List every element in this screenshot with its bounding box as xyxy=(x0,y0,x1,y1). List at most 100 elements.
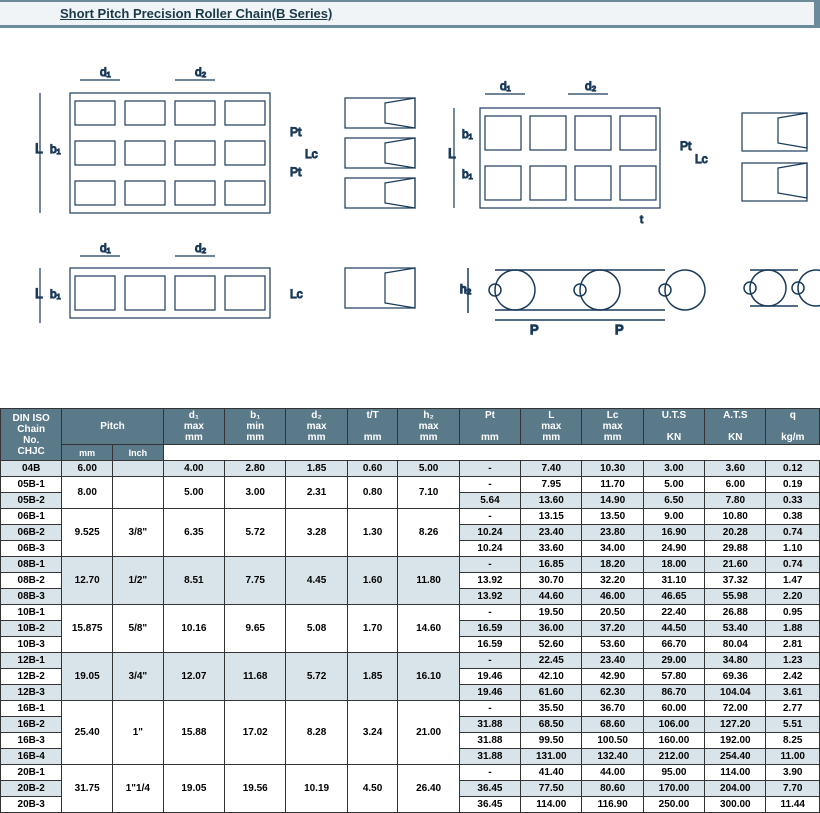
cell-Lc: 11.70 xyxy=(582,477,643,493)
th-pitch: Pitch xyxy=(62,409,163,445)
cell-q: 1.88 xyxy=(766,621,820,637)
cell-UTS: 31.10 xyxy=(643,573,704,589)
cell-chain: 10B-3 xyxy=(1,637,62,653)
cell-chain: 16B-3 xyxy=(1,733,62,749)
th-q: qkg/m xyxy=(766,409,820,445)
table-row: 10B-115.8755/8"10.169.655.081.7014.60-19… xyxy=(1,605,820,621)
svg-text:d₂: d₂ xyxy=(195,241,207,255)
cell-Pt: 16.59 xyxy=(459,621,520,637)
cell-d1: 6.35 xyxy=(163,509,224,557)
cell-L: 68.50 xyxy=(521,717,582,733)
cell-d2: 2.31 xyxy=(286,477,347,509)
cell-b1: 7.75 xyxy=(225,557,286,605)
cell-Lc: 37.20 xyxy=(582,621,643,637)
svg-text:Pt: Pt xyxy=(290,125,302,139)
cell-L: 131.00 xyxy=(521,749,582,765)
cell-d1: 5.00 xyxy=(163,477,224,509)
cell-pitch-inch xyxy=(113,477,164,509)
cell-L: 13.15 xyxy=(521,509,582,525)
table-row: 05B-18.005.003.002.310.807.10-7.9511.705… xyxy=(1,477,820,493)
cell-pitch-inch: 3/8" xyxy=(113,509,164,557)
cell-UTS: 60.00 xyxy=(643,701,704,717)
cell-Pt: - xyxy=(459,653,520,669)
cell-ATS: 80.04 xyxy=(705,637,766,653)
cell-L: 42.10 xyxy=(521,669,582,685)
svg-text:L: L xyxy=(448,145,456,161)
cell-UTS: 57.80 xyxy=(643,669,704,685)
cell-chain: 05B-2 xyxy=(1,493,62,509)
svg-text:P: P xyxy=(530,322,539,337)
cell-Lc: 62.30 xyxy=(582,685,643,701)
cell-pitch-inch: 1" xyxy=(113,701,164,765)
cell-chain: 16B-4 xyxy=(1,749,62,765)
cell-Lc: 42.90 xyxy=(582,669,643,685)
cell-h2: 7.10 xyxy=(398,477,459,509)
cell-Lc: 116.90 xyxy=(582,797,643,813)
specifications-table: DIN ISO Chain No. CHJC Pitch d₁maxmm b₁m… xyxy=(0,408,820,813)
cell-chain: 12B-1 xyxy=(1,653,62,669)
cell-ATS: 10.80 xyxy=(705,509,766,525)
cell-chain: 06B-3 xyxy=(1,541,62,557)
cell-pitch-mm: 15.875 xyxy=(62,605,113,653)
cell-Lc: 23.80 xyxy=(582,525,643,541)
cell-ATS: 192.00 xyxy=(705,733,766,749)
svg-text:Lc: Lc xyxy=(290,287,303,301)
cell-d1: 4.00 xyxy=(163,461,224,477)
cell-b1: 5.72 xyxy=(225,509,286,557)
cell-tT: 1.70 xyxy=(347,605,398,653)
page-title: Short Pitch Precision Roller Chain(B Ser… xyxy=(0,0,820,28)
cell-Pt: 31.88 xyxy=(459,733,520,749)
cell-ATS: 104.04 xyxy=(705,685,766,701)
cell-Pt: 31.88 xyxy=(459,749,520,765)
cell-ATS: 6.00 xyxy=(705,477,766,493)
th-tT: t/Tmm xyxy=(347,409,398,445)
cell-L: 99.50 xyxy=(521,733,582,749)
th-d1: d₁maxmm xyxy=(163,409,224,445)
cell-Pt: 36.45 xyxy=(459,781,520,797)
cell-ATS: 20.28 xyxy=(705,525,766,541)
cell-d1: 8.51 xyxy=(163,557,224,605)
diagram-triple-side xyxy=(330,58,430,228)
cell-Lc: 13.50 xyxy=(582,509,643,525)
cell-tT: 0.60 xyxy=(347,461,398,477)
cell-ATS: 7.80 xyxy=(705,493,766,509)
cell-pitch-inch xyxy=(113,461,164,477)
cell-UTS: 5.00 xyxy=(643,477,704,493)
cell-d1: 19.05 xyxy=(163,765,224,813)
cell-L: 35.50 xyxy=(521,701,582,717)
svg-text:L: L xyxy=(35,285,43,301)
cell-UTS: 9.00 xyxy=(643,509,704,525)
table-row: 06B-19.5253/8"6.355.723.281.308.26-13.15… xyxy=(1,509,820,525)
cell-q: 2.77 xyxy=(766,701,820,717)
svg-text:Pt: Pt xyxy=(290,165,302,179)
cell-pitch-inch: 1/2" xyxy=(113,557,164,605)
cell-Pt: - xyxy=(459,701,520,717)
cell-tT: 3.24 xyxy=(347,701,398,765)
cell-UTS: 44.50 xyxy=(643,621,704,637)
cell-UTS: 16.90 xyxy=(643,525,704,541)
cell-chain: 08B-1 xyxy=(1,557,62,573)
cell-UTS: 86.70 xyxy=(643,685,704,701)
diagram-link-profile: h₂ P P xyxy=(440,238,720,338)
table-row: 04B6.004.002.801.850.605.00-7.4010.303.0… xyxy=(1,461,820,477)
cell-ATS: 37.32 xyxy=(705,573,766,589)
cell-Lc: 68.60 xyxy=(582,717,643,733)
cell-chain: 12B-3 xyxy=(1,685,62,701)
cell-Lc: 44.00 xyxy=(582,765,643,781)
cell-pitch-inch: 1"1/4 xyxy=(113,765,164,813)
svg-text:b₁: b₁ xyxy=(50,142,61,156)
svg-text:L: L xyxy=(35,140,43,156)
cell-Lc: 34.00 xyxy=(582,541,643,557)
cell-Pt: - xyxy=(459,605,520,621)
cell-b1: 2.80 xyxy=(225,461,286,477)
cell-tT: 1.60 xyxy=(347,557,398,605)
cell-q: 0.33 xyxy=(766,493,820,509)
cell-q: 8.25 xyxy=(766,733,820,749)
cell-L: 30.70 xyxy=(521,573,582,589)
cell-pitch-inch: 3/4" xyxy=(113,653,164,701)
th-inch: Inch xyxy=(113,445,164,461)
cell-q: 0.12 xyxy=(766,461,820,477)
th-UTS: U.T.SKN xyxy=(643,409,704,445)
table-header: DIN ISO Chain No. CHJC Pitch d₁maxmm b₁m… xyxy=(1,409,820,461)
th-b1: b₁minmm xyxy=(225,409,286,445)
